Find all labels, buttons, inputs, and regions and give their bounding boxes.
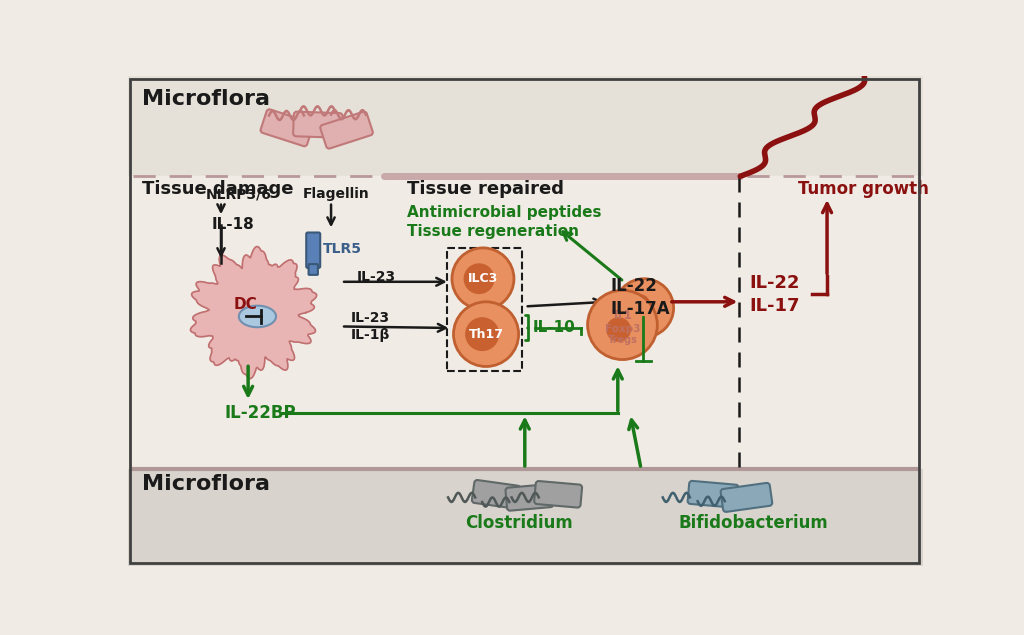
Text: Flagellin: Flagellin xyxy=(302,187,369,201)
FancyBboxPatch shape xyxy=(688,481,738,508)
FancyBboxPatch shape xyxy=(506,484,553,511)
Text: Tr1: Tr1 xyxy=(612,309,633,322)
Text: IL-22BP: IL-22BP xyxy=(225,404,297,422)
Text: Microflora: Microflora xyxy=(142,474,270,494)
Text: Clostridium: Clostridium xyxy=(465,514,572,531)
Text: ILC3: ILC3 xyxy=(468,272,498,285)
Text: Tumor growth: Tumor growth xyxy=(799,180,929,198)
Circle shape xyxy=(452,248,514,309)
Text: IL-23
IL-1β: IL-23 IL-1β xyxy=(351,311,390,342)
Text: Bifidobacterium: Bifidobacterium xyxy=(678,514,828,531)
Text: IL-22
IL-17: IL-22 IL-17 xyxy=(750,274,800,314)
Text: IL-23: IL-23 xyxy=(356,270,395,284)
FancyBboxPatch shape xyxy=(306,232,321,268)
Text: IL-10: IL-10 xyxy=(532,321,575,335)
FancyBboxPatch shape xyxy=(472,480,520,509)
Text: Th17: Th17 xyxy=(469,328,504,340)
Text: NLRP3/6: NLRP3/6 xyxy=(206,187,271,201)
Text: Tregs: Tregs xyxy=(607,335,637,345)
Circle shape xyxy=(614,279,674,337)
Text: IL-18: IL-18 xyxy=(212,217,254,232)
Text: Microflora: Microflora xyxy=(142,90,270,109)
Polygon shape xyxy=(190,246,316,378)
FancyBboxPatch shape xyxy=(535,481,582,507)
Ellipse shape xyxy=(239,305,276,327)
FancyBboxPatch shape xyxy=(721,483,772,512)
Text: TLR5: TLR5 xyxy=(324,243,362,257)
Circle shape xyxy=(588,290,657,359)
Circle shape xyxy=(629,294,650,316)
Circle shape xyxy=(464,264,495,294)
Circle shape xyxy=(606,318,631,342)
Text: Foxp3: Foxp3 xyxy=(605,324,640,334)
FancyBboxPatch shape xyxy=(260,109,313,146)
Text: Tissue damage: Tissue damage xyxy=(142,180,294,198)
Circle shape xyxy=(454,302,518,366)
Text: Tissue repaired: Tissue repaired xyxy=(407,180,564,198)
Text: IL-22
IL-17A: IL-22 IL-17A xyxy=(610,277,670,318)
Text: DC: DC xyxy=(233,297,258,312)
FancyBboxPatch shape xyxy=(321,112,373,149)
Text: Antimicrobial peptides
Tissue regeneration: Antimicrobial peptides Tissue regenerati… xyxy=(407,205,601,239)
FancyBboxPatch shape xyxy=(293,112,343,138)
Circle shape xyxy=(465,318,500,351)
FancyBboxPatch shape xyxy=(308,264,317,275)
